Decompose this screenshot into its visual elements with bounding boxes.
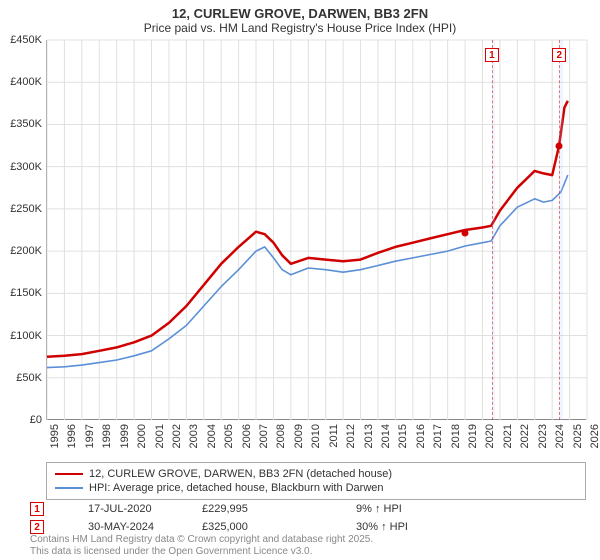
transaction-pct: 30% ↑ HPI <box>356 521 476 533</box>
y-tick-label: £450K <box>10 34 42 46</box>
x-tick-label: 2021 <box>502 424 514 448</box>
x-tick-label: 1996 <box>66 424 78 448</box>
footer-line2: This data is licensed under the Open Gov… <box>30 546 373 558</box>
transactions-table: 1 17-JUL-2020 £229,995 9% ↑ HPI 2 30-MAY-2024… <box>30 500 586 536</box>
x-tick-label: 2009 <box>293 424 305 448</box>
region-marker: 2 <box>552 48 566 62</box>
x-tick-label: 2019 <box>467 424 479 448</box>
legend-label: HPI: Average price, detached house, Blac… <box>89 482 384 494</box>
data-point-dot <box>462 229 469 236</box>
y-tick-label: £100K <box>10 330 42 342</box>
x-tick-label: 2005 <box>223 424 235 448</box>
data-point-dot <box>556 142 563 149</box>
x-tick-label: 2003 <box>188 424 200 448</box>
x-tick-label: 2023 <box>537 424 549 448</box>
transaction-date: 30-MAY-2024 <box>48 521 198 533</box>
legend-swatch <box>55 487 83 489</box>
x-tick-label: 2007 <box>258 424 270 448</box>
x-tick-label: 2001 <box>154 424 166 448</box>
x-tick-label: 2002 <box>171 424 183 448</box>
footer-line1: Contains HM Land Registry data © Crown c… <box>30 534 373 546</box>
y-tick-label: £200K <box>10 245 42 257</box>
y-tick-label: £0 <box>30 414 42 426</box>
transaction-row: 1 17-JUL-2020 £229,995 9% ↑ HPI <box>30 500 586 518</box>
x-tick-label: 2000 <box>136 424 148 448</box>
x-tick-label: 2020 <box>484 424 496 448</box>
chart-title-line1: 12, CURLEW GROVE, DARWEN, BB3 2FN <box>0 6 600 21</box>
transaction-price: £229,995 <box>202 503 352 515</box>
y-tick-label: £250K <box>10 203 42 215</box>
y-tick-label: £350K <box>10 118 42 130</box>
legend-row: 12, CURLEW GROVE, DARWEN, BB3 2FN (detac… <box>55 467 577 481</box>
x-tick-label: 2008 <box>275 424 287 448</box>
chart-svg <box>47 40 587 420</box>
region-marker: 1 <box>485 48 499 62</box>
y-tick-label: £400K <box>10 76 42 88</box>
y-tick-label: £300K <box>10 161 42 173</box>
y-tick-label: £50K <box>16 372 42 384</box>
x-tick-label: 2014 <box>380 424 392 448</box>
x-tick-label: 2013 <box>363 424 375 448</box>
x-tick-label: 1997 <box>84 424 96 448</box>
transaction-marker: 1 <box>30 502 44 516</box>
x-tick-label: 2016 <box>415 424 427 448</box>
chart-footer: Contains HM Land Registry data © Crown c… <box>30 534 373 558</box>
transaction-pct: 9% ↑ HPI <box>356 503 476 515</box>
chart-title-line2: Price paid vs. HM Land Registry's House … <box>0 21 600 35</box>
x-tick-label: 1998 <box>101 424 113 448</box>
x-tick-label: 2018 <box>450 424 462 448</box>
y-axis-ticks: £0£50K£100K£150K£200K£250K£300K£350K£400… <box>0 40 46 420</box>
x-tick-label: 2026 <box>589 424 600 448</box>
x-tick-label: 2015 <box>397 424 409 448</box>
chart-legend: 12, CURLEW GROVE, DARWEN, BB3 2FN (detac… <box>46 462 586 500</box>
transaction-marker: 2 <box>30 520 44 534</box>
x-tick-label: 2010 <box>310 424 322 448</box>
x-tick-label: 2022 <box>519 424 531 448</box>
transaction-date: 17-JUL-2020 <box>48 503 198 515</box>
x-tick-label: 2004 <box>206 424 218 448</box>
x-tick-label: 2011 <box>328 424 340 448</box>
x-tick-label: 2017 <box>432 424 444 448</box>
x-tick-label: 2025 <box>572 424 584 448</box>
legend-row: HPI: Average price, detached house, Blac… <box>55 481 577 495</box>
chart-title-block: 12, CURLEW GROVE, DARWEN, BB3 2FN Price … <box>0 0 600 35</box>
transaction-price: £325,000 <box>202 521 352 533</box>
x-tick-label: 2024 <box>554 424 566 448</box>
legend-swatch <box>55 473 83 476</box>
legend-label: 12, CURLEW GROVE, DARWEN, BB3 2FN (detac… <box>89 468 392 480</box>
y-tick-label: £150K <box>10 287 42 299</box>
x-tick-label: 2012 <box>345 424 357 448</box>
x-tick-label: 1995 <box>49 424 61 448</box>
chart-plot-area: 12 <box>46 40 586 420</box>
x-tick-label: 1999 <box>119 424 131 448</box>
x-tick-label: 2006 <box>241 424 253 448</box>
x-axis-ticks: 1995 1996 1997 1998 1999 2000 2001 2002 2003 2004… <box>46 420 586 460</box>
